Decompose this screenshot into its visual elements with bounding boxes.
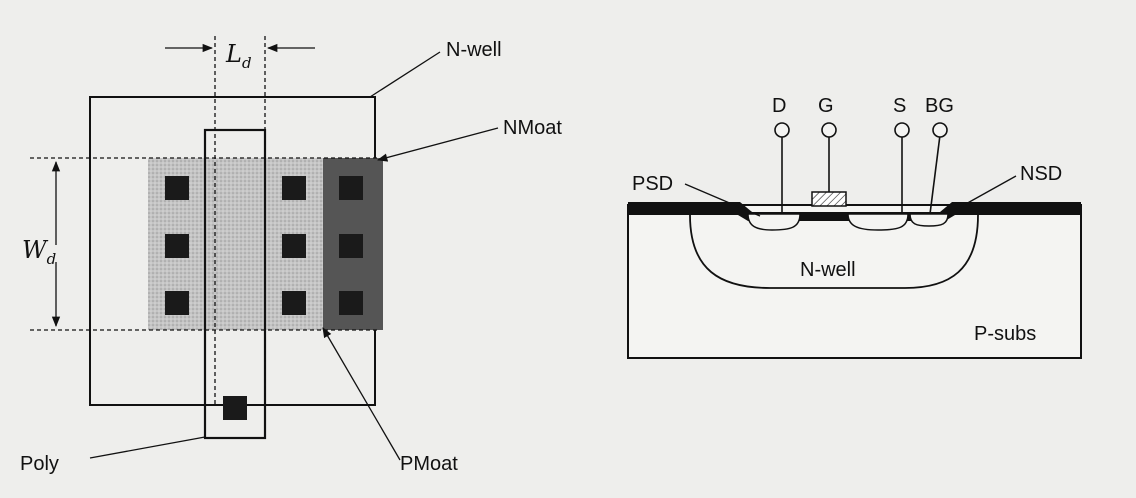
contact	[165, 176, 189, 200]
wd-dimension	[30, 157, 380, 331]
pmoat-label: PMoat	[400, 453, 458, 475]
nsd-label: NSD	[1020, 163, 1062, 185]
terminal-bg-node	[932, 122, 948, 138]
wd-label: Wd	[22, 236, 56, 268]
terminal-d-label: D	[772, 95, 786, 117]
terminal-g-node	[821, 122, 837, 138]
gate-poly	[811, 191, 847, 207]
layout-view: Ld Wd N-well NMoat Poly PMoat	[20, 36, 562, 475]
psd-diffusion	[747, 213, 801, 231]
nwell-label: N-well	[446, 39, 502, 61]
terminal-d-node	[774, 122, 790, 138]
contact	[165, 291, 189, 315]
terminal-leads	[774, 122, 948, 215]
cross-section-view: D G S BG PSD NSD N-well P-subs	[627, 95, 1082, 359]
terminal-s-node	[894, 122, 910, 138]
nwell-section-label: N-well	[800, 259, 856, 281]
contact	[339, 176, 363, 200]
psubs-region	[627, 204, 1082, 359]
contact	[339, 234, 363, 258]
psd-diffusion	[847, 213, 909, 231]
terminal-bg-label: BG	[925, 95, 954, 117]
terminal-s-label: S	[893, 95, 906, 117]
contact	[282, 291, 306, 315]
contact-array	[165, 176, 363, 420]
contact	[223, 396, 247, 420]
nmoat-leader	[376, 127, 499, 162]
ld-dimension	[165, 36, 315, 405]
contact	[282, 176, 306, 200]
psd-label: PSD	[632, 173, 673, 195]
nwell-region	[689, 214, 979, 289]
poly-label: Poly	[20, 453, 59, 475]
psubs-label: P-subs	[974, 323, 1036, 345]
pmoat-leader	[322, 327, 401, 461]
poly-leader	[89, 436, 206, 459]
contact	[282, 234, 306, 258]
nsd-diffusion	[909, 213, 949, 227]
contact	[339, 291, 363, 315]
contact	[165, 234, 189, 258]
terminal-g-label: G	[818, 95, 834, 117]
field-oxide	[628, 202, 1081, 221]
nwell-leader	[369, 51, 441, 98]
ld-label: Ld	[225, 40, 252, 72]
nmoat-label: NMoat	[503, 117, 562, 139]
psd-leader	[684, 183, 761, 217]
nsd-leader	[954, 175, 1017, 211]
